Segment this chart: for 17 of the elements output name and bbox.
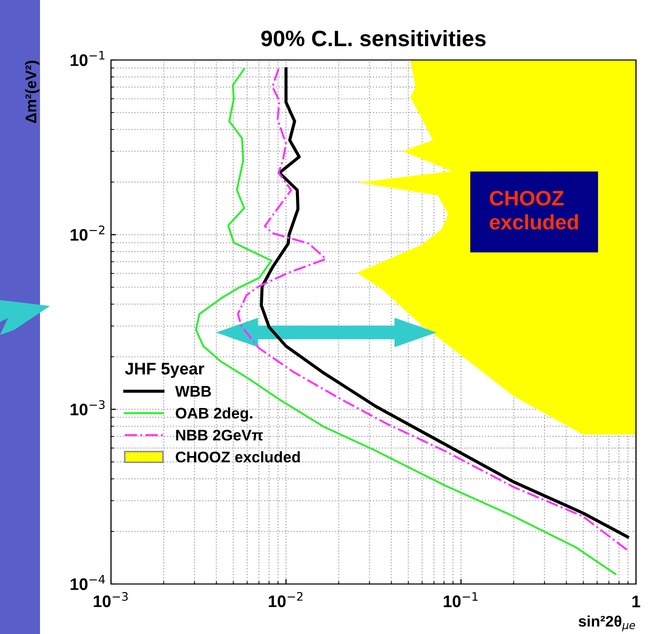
y-tick-label: 10$^{−1}$ [70, 51, 104, 66]
legend-title: JHF 5year [125, 362, 204, 378]
chart-title: 90% C.L. sensitivities [261, 30, 486, 46]
legend-label: NBB 2GeVπ [176, 430, 263, 441]
x-tick-label: 1 [632, 596, 640, 608]
x-tick-label: 10$^{−2}$ [268, 592, 302, 608]
legend-label: CHOOZ excluded [176, 451, 300, 462]
x-axis-title: sin²2θ$_{μe}$ [578, 615, 636, 632]
x-tick-label: 10$^{−1}$ [444, 592, 478, 608]
legend-label: WBB [175, 386, 211, 397]
annotation: CHOOZ excluded [490, 190, 578, 230]
x-tick-label: 10$^{−3}$ [94, 592, 128, 608]
y-tick-label: 10$^{−4}$ [70, 575, 105, 590]
y-axis-title: Δm²(eV²) [25, 60, 40, 123]
legend-label: OAB 2deg. [176, 407, 252, 422]
y-tick-label: 10$^{−3}$ [70, 400, 105, 416]
y-tick-label: 10$^{−2}$ [70, 226, 104, 241]
